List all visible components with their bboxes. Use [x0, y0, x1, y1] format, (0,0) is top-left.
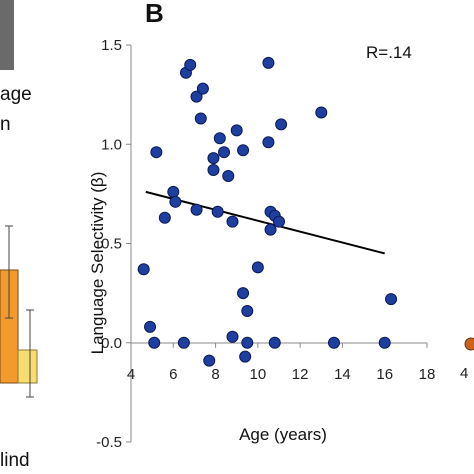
x-tick-label: 18	[419, 366, 436, 383]
data-point	[385, 293, 398, 306]
data-point	[144, 320, 157, 333]
data-point	[315, 106, 328, 119]
y-axis-label: Language Selectivity (β)	[88, 172, 107, 355]
data-point	[148, 336, 161, 349]
x-tick-label: 14	[334, 366, 351, 383]
data-point	[190, 90, 203, 103]
axes: -0.5 0.0 0.5 1.0 1.5 4 6 8 10 12 14 16 18	[96, 37, 435, 451]
data-point	[237, 144, 250, 157]
data-point	[378, 336, 391, 349]
x-ticks: 4 6 8 10 12 14 16 18	[127, 342, 436, 383]
data-point	[275, 118, 288, 131]
data-point	[226, 330, 239, 343]
data-point	[262, 56, 275, 69]
y-ticks: -0.5 0.0 0.5 1.0 1.5	[96, 37, 131, 451]
y-tick-label: 1.0	[101, 136, 122, 153]
data-point	[241, 304, 254, 317]
data-point	[194, 112, 207, 125]
data-point	[169, 195, 182, 208]
data-point	[268, 336, 281, 349]
y-tick-label: -0.5	[96, 434, 122, 451]
data-point	[211, 205, 224, 218]
data-point	[241, 336, 254, 349]
data-point	[196, 82, 209, 95]
panel-letter-b: B	[145, 0, 164, 28]
data-point	[218, 146, 231, 159]
regression-line	[145, 190, 385, 255]
x-tick-label: 10	[250, 366, 267, 383]
data-point	[184, 58, 197, 71]
data-point	[264, 223, 277, 236]
y-tick-label: 0.0	[101, 335, 122, 352]
left-panel-text-line2: n	[0, 114, 11, 135]
y-tick-label: 0.5	[101, 236, 122, 253]
data-point	[167, 185, 180, 198]
data-point	[190, 203, 203, 216]
data-point	[273, 215, 285, 228]
left-panel-graphics	[0, 0, 38, 398]
data-point	[327, 336, 340, 349]
data-point	[177, 336, 190, 349]
data-point	[203, 354, 216, 367]
right-panel-point	[464, 337, 474, 351]
x-tick-label: 16	[376, 366, 393, 383]
left-image-thumbnail	[0, 0, 14, 70]
x-tick-label: 4	[127, 366, 135, 383]
data-point	[213, 132, 226, 145]
data-point	[137, 263, 150, 276]
data-point	[237, 287, 250, 300]
data-point	[207, 164, 220, 177]
y-tick-label: 1.5	[101, 37, 122, 54]
correlation-annotation: R=.14	[366, 43, 412, 62]
right-panel-tick-label: 4	[460, 365, 468, 382]
x-tick-label: 8	[211, 366, 219, 383]
x-tick-label: 12	[292, 366, 309, 383]
x-tick-label: 6	[169, 366, 177, 383]
data-point	[239, 350, 252, 363]
data-point	[158, 211, 171, 224]
scatter-points	[137, 56, 398, 367]
data-point	[230, 124, 243, 137]
data-point	[207, 152, 220, 165]
data-point	[150, 146, 163, 159]
data-point	[251, 261, 264, 274]
data-point	[222, 170, 235, 183]
data-point	[226, 215, 239, 228]
data-point	[262, 136, 275, 149]
left-panel-text-line1: age	[0, 84, 32, 105]
left-bar-yellow	[17, 349, 38, 384]
x-axis-label: Age (years)	[239, 425, 327, 444]
left-panel-bottom-text: lind	[0, 450, 30, 471]
